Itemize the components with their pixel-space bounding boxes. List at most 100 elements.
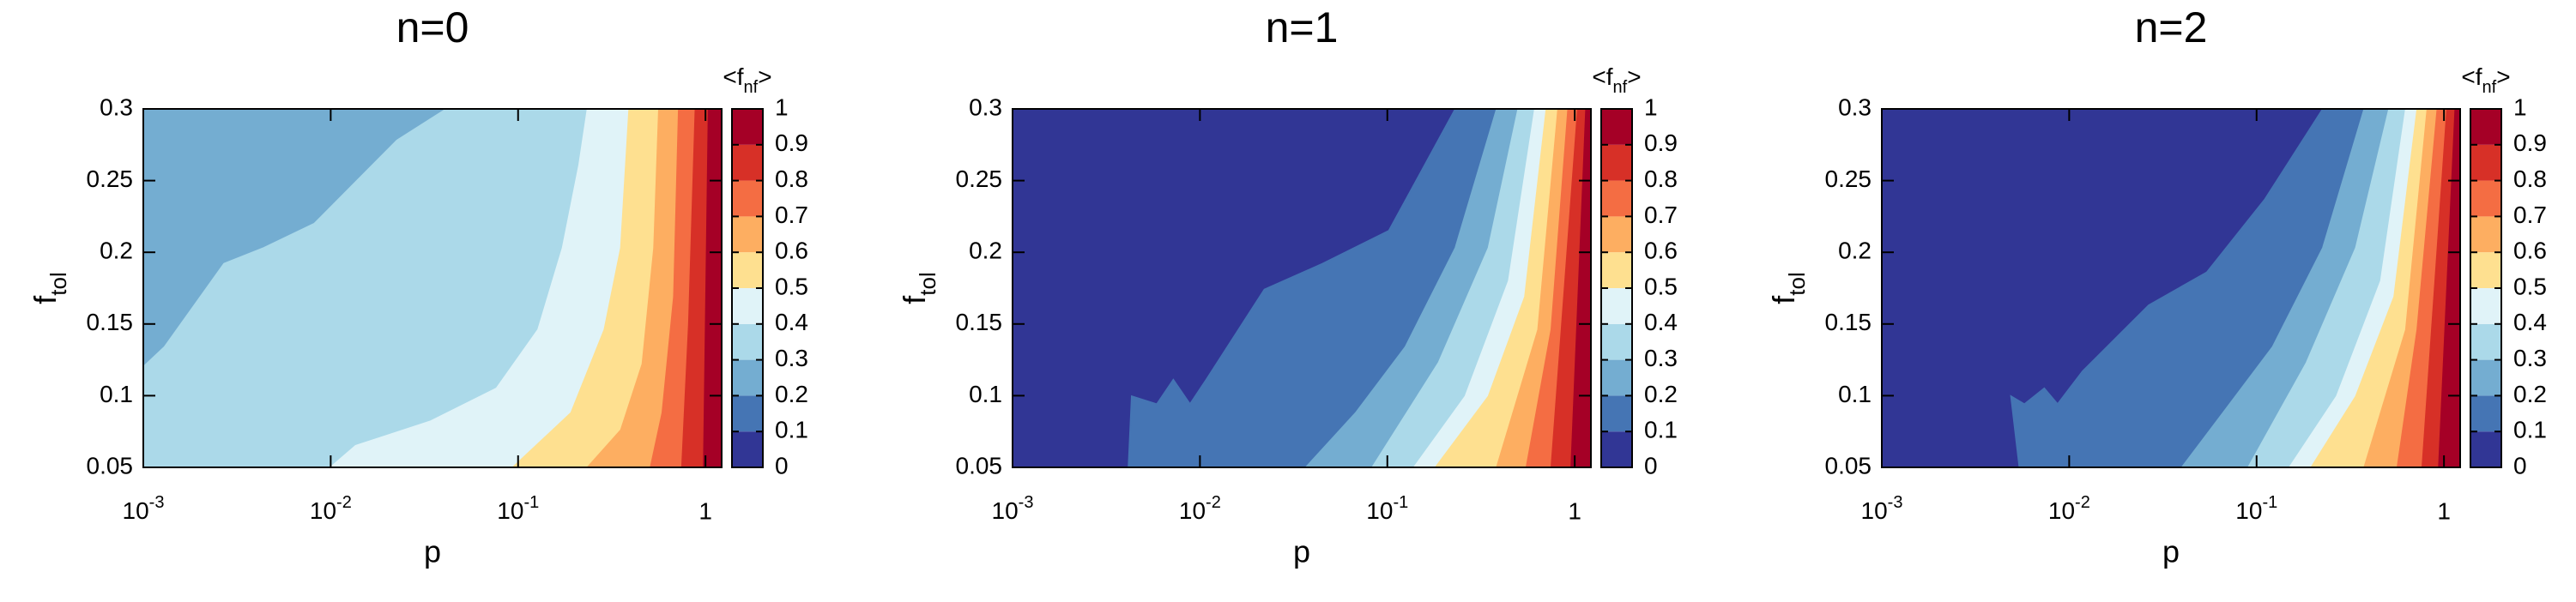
x-tick-label: 10-2 [2048,493,2090,524]
x-tick-label: 10-3 [992,493,1034,524]
colorbar-tick-label: 0 [775,452,789,479]
tick-exponent: -2 [336,493,352,512]
contour-line [2397,109,2439,467]
colorbar-tick-label: 0.5 [2513,273,2547,299]
colorbar-tick-label: 0.9 [2513,129,2547,156]
colorbar-band [1601,252,1632,288]
x-tick-label: 10-2 [310,493,352,524]
colorbar-band [732,359,763,396]
colorbar-tick-label: 0 [1644,452,1658,479]
tick-base: 10 [310,497,336,524]
y-label-sub: tol [915,272,940,295]
colorbar-tick-label: 0.3 [2513,345,2547,371]
contour-line [143,109,448,368]
colorbar-tick-label: 1 [775,93,789,120]
colorbar-band [2470,144,2501,181]
colorbar-band [2470,395,2501,432]
colorbar-tick-label: 0 [2513,452,2527,479]
panel: n=00.050.10.150.20.250.310-3 10-2 10-1 1pft… [27,3,808,569]
y-tick-label: 0.25 [956,166,1003,192]
y-tick-label: 0.05 [1825,452,1872,479]
tick-exponent: -2 [2075,493,2090,512]
contour-line [1570,109,1587,467]
colorbar-band [732,323,763,360]
colorbar-band [732,180,763,217]
colorbar-tick-label: 0.1 [2513,417,2547,443]
y-tick-label: 0.15 [87,309,134,335]
colorbar-tick-label: 0.4 [1644,309,1678,335]
panel: n=20.050.10.150.20.250.310-3 10-2 10-1 1pft… [1766,3,2547,569]
y-tick-label: 0.2 [100,238,133,264]
y-tick-label: 0.1 [969,381,1002,407]
colorbar-band [2470,216,2501,253]
y-tick-label: 0.15 [956,309,1003,335]
x-tick-label: 10-3 [1861,493,1903,524]
y-label-text: f [1766,295,1801,304]
colorbar-tick-label: 1 [1644,93,1658,120]
colorbar-label-text: <f [2461,63,2482,90]
colorbar-tick-label: 0.6 [1644,238,1678,264]
x-axis-label: p [2162,534,2180,569]
x-tick-label: 10-2 [1179,493,1221,524]
colorbar-label-after: > [1627,63,1641,90]
colorbar-tick-label: 0.1 [1644,417,1678,443]
y-tick-label: 0.1 [1838,381,1872,407]
colorbar-label-sub: nf [2482,78,2497,97]
tick-base: 10 [123,497,149,524]
y-axis-label: ftol [1766,272,1810,304]
y-label-text: f [897,295,932,304]
colorbar-band [732,395,763,432]
tick-exponent: -3 [1888,493,1903,512]
y-tick-label: 0.15 [1825,309,1872,335]
plot-area [1882,109,2460,467]
tick-base: 10 [1861,497,1888,524]
x-axis-label: p [1293,534,1310,569]
plot-area [1013,109,1591,467]
colorbar-band [732,109,763,145]
colorbar-tick-label: 0.9 [775,129,808,156]
colorbar-label-text: <f [1592,63,1612,90]
colorbar-label: <fnf> [723,63,771,97]
contour-line [2310,109,2419,467]
colorbar-band [1601,109,1632,145]
colorbar-tick-label: 0.7 [1644,202,1678,228]
colorbar-label-text: <f [723,63,743,90]
colorbar-band [2470,180,2501,217]
tick-base: 10 [497,497,523,524]
contour-line [1435,109,1548,467]
colorbar-band [1601,359,1632,396]
colorbar-band [1601,180,1632,217]
colorbar-band [1601,144,1632,181]
colorbar-tick-label: 0.2 [1644,381,1678,407]
colorbar-band [1601,323,1632,360]
contour-line [1525,109,1569,467]
panel: n=10.050.10.150.20.250.310-3 10-2 10-1 1pft… [897,3,1678,569]
contour-line [2421,109,2448,467]
tick-exponent: -3 [1019,493,1034,512]
colorbar-band [732,216,763,253]
plot-area [143,109,722,467]
y-tick-label: 0.25 [87,166,134,192]
y-tick-label: 0.1 [100,381,133,407]
colorbar-tick-label: 0.2 [2513,381,2547,407]
colorbar-tick-label: 0.9 [1644,129,1678,156]
colorbar-tick-label: 0.7 [2513,202,2547,228]
y-tick-label: 0.3 [1838,93,1872,120]
colorbar-label: <fnf> [1592,63,1641,97]
colorbar-tick-label: 0.5 [1644,273,1678,299]
contour-line [2181,109,2366,467]
colorbar-label-sub: nf [744,78,759,97]
contour-line [703,109,710,467]
colorbar-band [1601,395,1632,432]
contour-line [512,109,631,467]
contour-line [2438,109,2457,467]
colorbar-tick-label: 0.3 [1644,345,1678,371]
x-tick-label: 1 [1568,497,1581,524]
colorbar-band [1601,216,1632,253]
colorbar-band [732,252,763,288]
colorbar-band [1601,431,1632,467]
y-tick-label: 0.05 [956,452,1003,479]
y-tick-label: 0.3 [969,93,1002,120]
tick-base: 10 [2235,497,2262,524]
colorbar-tick-label: 1 [2513,93,2527,120]
